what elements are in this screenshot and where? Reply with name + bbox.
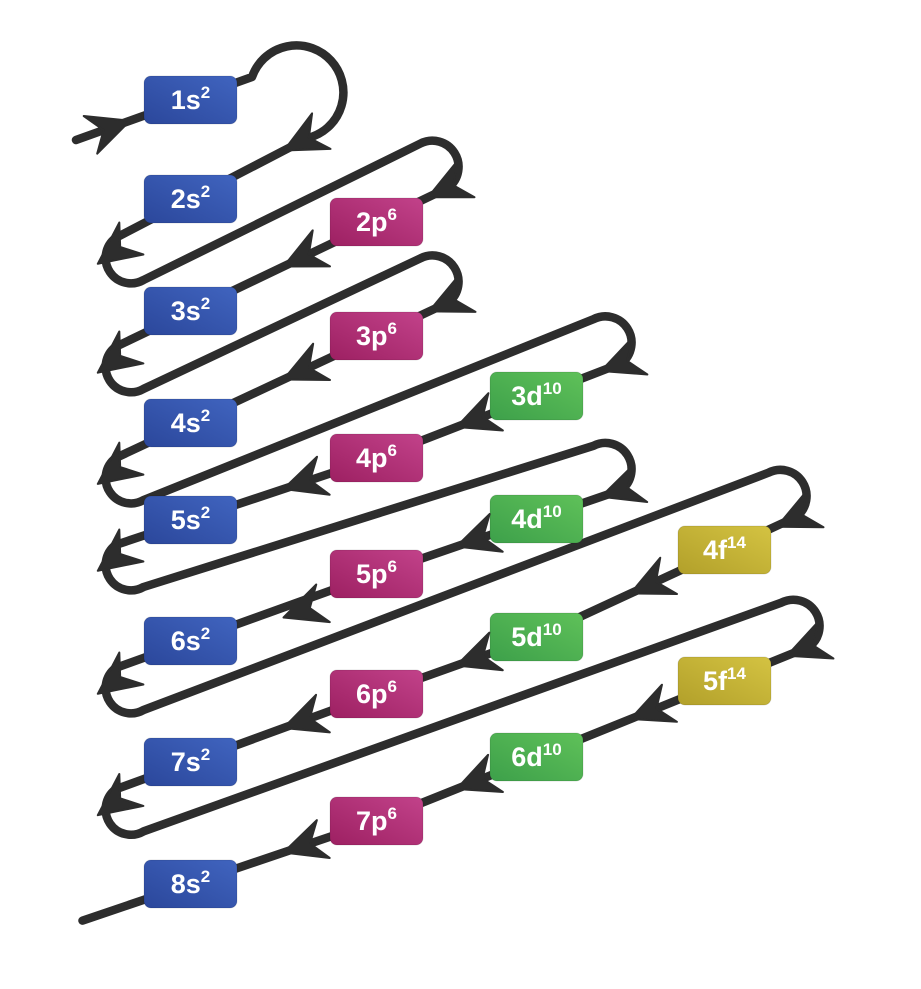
orbital-box-7p: 7p6 (329, 796, 424, 846)
arrowhead-icon (600, 463, 649, 504)
orbital-label-1s: 1s2 (171, 83, 211, 115)
orbital-box-1s: 1s2 (143, 75, 238, 125)
orbital-box-4s: 4s2 (143, 398, 238, 448)
orbital-box-3p: 3p6 (329, 311, 424, 361)
orbital-rect-3s (143, 286, 238, 336)
orbital-box-5f: 5f14 (677, 656, 772, 706)
arrowhead-icon (96, 528, 145, 572)
arrowhead-icon (428, 274, 477, 313)
arrowhead-icon (786, 620, 835, 660)
orbital-label-2p: 2p6 (356, 205, 397, 237)
orbital-label-8s: 8s2 (171, 867, 211, 899)
orbital-label-6s: 6s2 (171, 624, 211, 656)
arrowhead-icon (96, 651, 145, 695)
orbital-rect-6s (143, 616, 238, 666)
orbital-rect-6d (489, 732, 584, 782)
orbital-rect-2p (329, 197, 424, 247)
arrowhead-icon (455, 512, 504, 553)
arrowhead-icon (282, 455, 331, 496)
orbital-label-5s: 5s2 (171, 503, 211, 535)
arrowhead-icon (96, 772, 145, 817)
orbital-rect-4p (329, 433, 424, 483)
arrowhead-icon (96, 221, 145, 265)
orbital-rect-6p (329, 669, 424, 719)
orbital-rect-5f (677, 656, 772, 706)
orbital-box-5p: 5p6 (329, 549, 424, 599)
orbital-box-7s: 7s2 (143, 737, 238, 787)
orbital-rect-4s (143, 398, 238, 448)
orbital-box-3s: 3s2 (143, 286, 238, 336)
orbital-box-2p: 2p6 (329, 197, 424, 247)
orbital-rect-8s (143, 859, 238, 909)
orbital-rect-5s (143, 495, 238, 545)
arrowhead-icon (455, 392, 504, 432)
orbital-label-3p: 3p6 (356, 319, 397, 351)
orbital-box-6s: 6s2 (143, 616, 238, 666)
orbital-label-5p: 5p6 (356, 557, 397, 589)
arrowhead-icon (455, 753, 504, 793)
arrowhead-icon (96, 330, 145, 374)
orbital-box-8s: 8s2 (143, 859, 238, 909)
orbital-rect-3p (329, 311, 424, 361)
orbital-box-2s: 2s2 (143, 174, 238, 224)
arrowhead-icon (455, 631, 504, 672)
arrowhead-icon (282, 819, 331, 859)
arrowhead-icon (776, 489, 825, 529)
orbital-label-4f: 4f14 (703, 533, 746, 565)
orbital-rect-7s (143, 737, 238, 787)
arrowhead-icon (282, 583, 331, 624)
arrowhead-icon (282, 229, 332, 268)
arrowhead-icon (629, 683, 678, 723)
orbital-rect-5p (329, 549, 424, 599)
orbital-label-2s: 2s2 (171, 182, 211, 214)
arrowhead-icon (600, 336, 649, 376)
orbital-rect-5d (489, 612, 584, 662)
orbital-rect-4f (677, 525, 772, 575)
orbital-label-7s: 7s2 (171, 745, 211, 777)
arrowhead-icon (82, 115, 131, 155)
orbital-box-6p: 6p6 (329, 669, 424, 719)
arrowhead-icon (427, 160, 476, 199)
orbital-box-4f: 4f14 (677, 525, 772, 575)
orbital-label-4p: 4p6 (356, 441, 397, 473)
orbital-box-4p: 4p6 (329, 433, 424, 483)
orbital-label-4s: 4s2 (171, 406, 211, 438)
orbital-box-6d: 6d10 (489, 732, 584, 782)
orbital-label-4d: 4d10 (511, 502, 561, 534)
orbital-box-5d: 5d10 (489, 612, 584, 662)
orbital-boxes: 1s2 2s2 2p6 3s2 3p6 4s2 3d10 4p6 5s2 4d10 5p6 6s2 4f… (143, 75, 772, 909)
orbital-rect-7p (329, 796, 424, 846)
orbital-box-4d: 4d10 (489, 494, 584, 544)
orbital-label-5f: 5f14 (703, 664, 746, 696)
arrowhead-icon (282, 342, 332, 381)
orbital-label-5d: 5d10 (511, 620, 561, 652)
orbital-label-6d: 6d10 (511, 740, 561, 772)
orbital-rect-1s (143, 75, 238, 125)
orbital-rect-4d (489, 494, 584, 544)
orbital-rect-2s (143, 174, 238, 224)
orbital-box-5s: 5s2 (143, 495, 238, 545)
arrowhead-icon (282, 693, 331, 734)
arrowhead-icon (629, 556, 679, 596)
orbital-label-6p: 6p6 (356, 677, 397, 709)
direction-arrowheads (82, 112, 835, 859)
orbital-label-7p: 7p6 (356, 804, 397, 836)
arrowhead-icon (96, 441, 145, 485)
arrowhead-icon (283, 112, 332, 152)
orbital-label-3d: 3d10 (511, 379, 561, 411)
orbital-rect-3d (489, 371, 584, 421)
orbital-label-3s: 3s2 (171, 294, 211, 326)
orbital-box-3d: 3d10 (489, 371, 584, 421)
